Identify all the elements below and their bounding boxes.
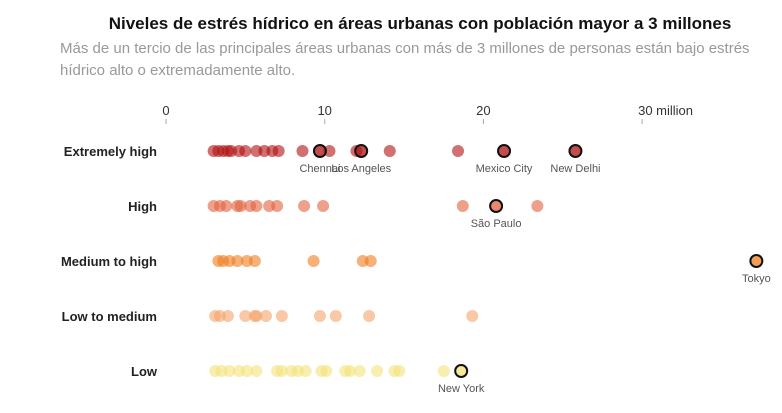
data-point (456, 200, 469, 212)
x-tick-label: 20 (476, 103, 490, 118)
data-point (437, 365, 450, 377)
highlighted-point (749, 254, 764, 268)
x-tick-label: 0 (162, 103, 169, 118)
data-point (466, 310, 479, 322)
data-point (221, 310, 234, 322)
data-point (271, 200, 284, 212)
data-point (323, 145, 336, 157)
highlighted-point (568, 144, 583, 158)
highlighted-point (454, 364, 469, 378)
x-tick-label: 30 million (638, 103, 693, 118)
city-label: Chennai (299, 163, 340, 175)
data-point (320, 365, 333, 377)
row-label: Low (131, 364, 158, 379)
city-label: New Delhi (550, 163, 600, 175)
data-point (240, 365, 253, 377)
data-point (363, 310, 376, 322)
data-point (223, 365, 236, 377)
city-label: São Paulo (471, 218, 522, 230)
city-label: Mexico City (476, 163, 533, 175)
data-point (452, 145, 465, 157)
data-point (250, 200, 263, 212)
data-point (248, 255, 261, 267)
data-point (298, 200, 311, 212)
data-point (371, 365, 384, 377)
row-label: Extremely high (64, 144, 157, 159)
data-point (364, 255, 377, 267)
city-label: Los Angeles (331, 163, 391, 175)
chart-title: Niveles de estrés hídrico en áreas urban… (108, 14, 732, 33)
data-point (353, 365, 366, 377)
highlighted-point (489, 199, 504, 213)
highlighted-point (312, 144, 327, 158)
data-point (393, 365, 406, 377)
data-point (231, 255, 244, 267)
data-point (344, 365, 357, 377)
data-point (234, 200, 247, 212)
data-point (275, 365, 288, 377)
row-label: Medium to high (61, 254, 157, 269)
row-label: High (128, 199, 157, 214)
data-point (317, 200, 330, 212)
data-point (250, 310, 263, 322)
row-label: Low to medium (62, 309, 157, 324)
data-point (259, 310, 272, 322)
data-point (239, 310, 252, 322)
data-point (531, 200, 544, 212)
data-point (250, 365, 263, 377)
data-point (307, 255, 320, 267)
data-point (313, 310, 326, 322)
city-label: Tokyo (742, 273, 771, 285)
highlighted-point (497, 144, 512, 158)
data-point (329, 310, 342, 322)
data-point (239, 145, 252, 157)
data-point (220, 200, 233, 212)
chart-subtitle: Más de un tercio de las principales área… (60, 40, 750, 79)
data-point (383, 145, 396, 157)
data-point (275, 310, 288, 322)
data-point (296, 145, 309, 157)
city-label: New York (438, 383, 485, 395)
data-point (272, 145, 285, 157)
highlighted-point (354, 144, 369, 158)
data-point (299, 365, 312, 377)
x-tick-label: 10 (317, 103, 331, 118)
